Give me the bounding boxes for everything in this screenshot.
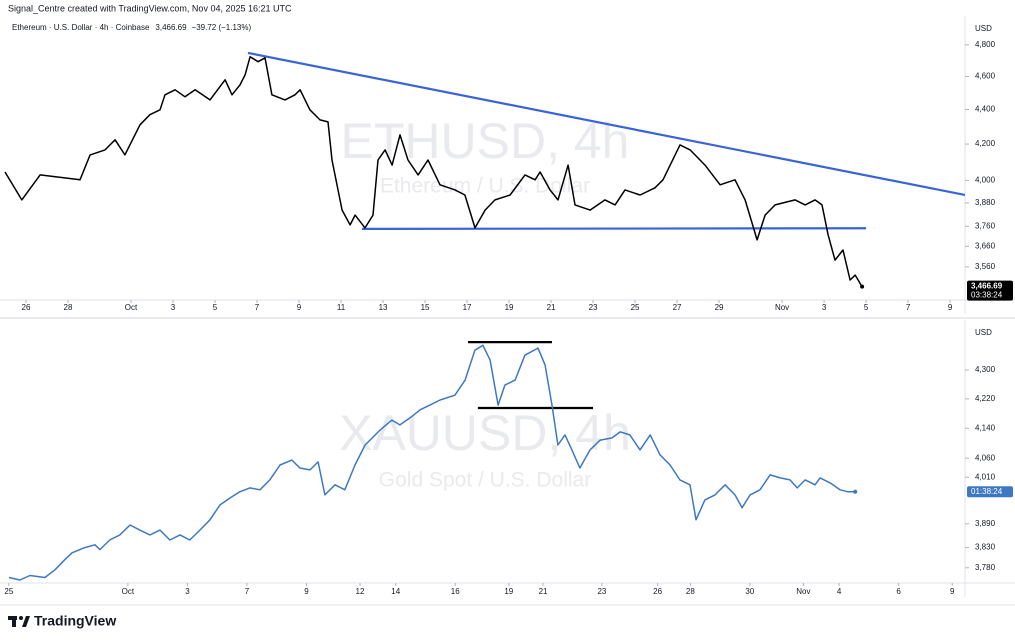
x-tick-label: 19: [504, 587, 513, 596]
y-tick-label: 3,760: [975, 221, 996, 230]
x-tick-label: 26: [22, 303, 31, 312]
y-tick-label: 4,220: [975, 394, 996, 403]
x-tick-label: 19: [505, 303, 514, 312]
watermark-description: Ethereum / U.S. Dollar: [380, 175, 590, 198]
x-tick-label: 7: [255, 303, 260, 312]
y-tick-label: 3,560: [975, 262, 996, 271]
y-tick-label: 3,880: [975, 198, 996, 207]
snapshot-header: Signal_Centre created with TradingView.c…: [8, 3, 292, 13]
x-tick-label: 3: [822, 303, 827, 312]
watermark-symbol: ETHUSD, 4h: [341, 113, 630, 169]
x-tick-label: 17: [463, 303, 472, 312]
x-tick-label: 21: [547, 303, 556, 312]
last-point: [860, 284, 865, 289]
x-tick-label: 9: [297, 303, 302, 312]
last-price: 3,466.69: [155, 23, 187, 32]
tradingview-logo: TradingView: [8, 613, 116, 629]
x-tick-label: 28: [686, 587, 695, 596]
x-tick-label: 28: [64, 303, 73, 312]
trendline: [362, 227, 867, 230]
x-tick-label: 23: [589, 303, 598, 312]
y-tick-label: 4,300: [975, 365, 996, 374]
y-tick-label: 3,830: [975, 543, 996, 552]
x-tick-label: 30: [745, 587, 754, 596]
axis-unit: USD: [975, 24, 992, 33]
x-tick-label: 25: [631, 303, 640, 312]
y-tick-label: 4,600: [975, 72, 996, 81]
x-tick-label: 3: [171, 303, 176, 312]
x-tick-label: 11: [337, 303, 346, 312]
symbol-legend: Ethereum · U.S. Dollar · 4h · Coinbase 3,…: [12, 23, 251, 32]
x-tick-label: Oct: [122, 587, 135, 596]
price-tag: [967, 280, 1013, 301]
x-tick-label: 12: [356, 587, 365, 596]
x-tick-label: 9: [950, 587, 955, 596]
brand: TradingView: [34, 613, 116, 629]
trendline: [247, 51, 965, 197]
price-line: [4, 56, 863, 288]
y-tick-label: 4,060: [975, 453, 996, 462]
x-tick-label: 4: [837, 587, 842, 596]
x-tick-label: 5: [864, 303, 869, 312]
last-point: [853, 489, 858, 494]
symbol-name: Ethereum · U.S. Dollar · 4h · Coinbase: [12, 23, 150, 32]
y-tick-label: 4,200: [975, 139, 996, 148]
y-tick-label: 3,890: [975, 519, 996, 528]
x-tick-label: 5: [213, 303, 218, 312]
watermark-symbol: XAUUSD, 4h: [339, 405, 631, 461]
x-tick-label: 7: [906, 303, 911, 312]
x-tick-label: 26: [653, 587, 662, 596]
x-tick-label: 13: [379, 303, 388, 312]
x-tick-label: 14: [391, 587, 400, 596]
y-tick-label: 4,400: [975, 105, 996, 114]
watermark-description: Gold Spot / U.S. Dollar: [379, 469, 591, 492]
x-tick-label: 27: [673, 303, 682, 312]
x-tick-label: 9: [304, 587, 309, 596]
price-line: [8, 344, 856, 581]
axis-unit: USD: [975, 328, 992, 337]
x-tick-label: 6: [896, 587, 901, 596]
price-change: −39.72 (−1.13%): [192, 23, 252, 32]
x-tick-label: 7: [245, 587, 250, 596]
x-tick-label: 15: [421, 303, 430, 312]
y-tick-label: 4,800: [975, 40, 996, 49]
y-tick-label: 4,140: [975, 423, 996, 432]
x-tick-label: 9: [948, 303, 953, 312]
logo-shape: [12, 616, 16, 627]
x-tick-label: 16: [451, 587, 460, 596]
x-tick-label: 25: [4, 587, 13, 596]
logo-shape: [19, 616, 23, 620]
y-tick-label: 4,000: [975, 175, 996, 184]
x-tick-label: Nov: [775, 303, 789, 312]
y-tick-label: 3,660: [975, 241, 996, 250]
x-tick-label: 21: [539, 587, 548, 596]
x-tick-label: 3: [185, 587, 190, 596]
y-tick-label: 3,780: [975, 563, 996, 572]
price-tag: [967, 486, 1013, 498]
y-tick-label: 4,010: [975, 472, 996, 481]
x-tick-label: 23: [597, 587, 606, 596]
price-tag-countdown: 03:38:24: [971, 290, 1003, 299]
logo-shape: [22, 616, 30, 627]
x-tick-label: Oct: [125, 303, 138, 312]
price-tag-label: 3,466.69: [971, 281, 1003, 290]
x-tick-label: 29: [715, 303, 724, 312]
price-tag-countdown: 01:38:24: [971, 487, 1003, 496]
x-tick-label: Nov: [796, 587, 810, 596]
